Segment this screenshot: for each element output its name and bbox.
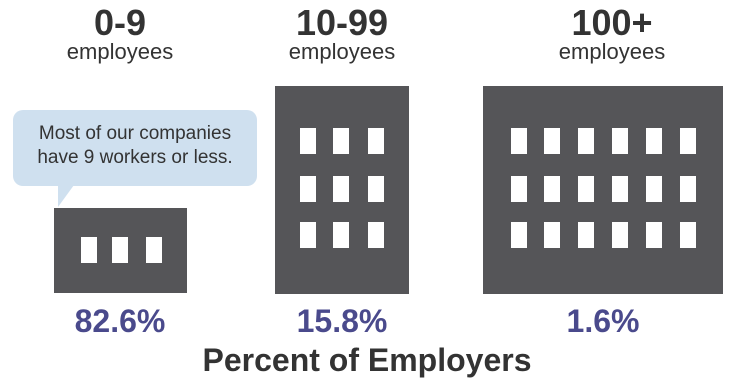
- percent-value: 1.6%: [566, 303, 640, 339]
- window: [146, 237, 162, 263]
- footer-title: Percent of Employers: [202, 342, 532, 378]
- window: [612, 128, 628, 154]
- window: [680, 176, 696, 202]
- window: [511, 222, 527, 248]
- range-label: 100+: [571, 2, 653, 43]
- callout-bubble: Most of our companies have 9 workers or …: [13, 110, 257, 186]
- window: [333, 222, 349, 248]
- unit-label: employees: [288, 39, 396, 64]
- building-small: [54, 208, 187, 293]
- group-100-plus-header: 100+ employees: [522, 2, 702, 64]
- callout-text: Most of our companies have 9 workers or …: [37, 123, 233, 168]
- window: [680, 222, 696, 248]
- window: [646, 176, 662, 202]
- window: [578, 222, 594, 248]
- window: [368, 128, 384, 154]
- window: [333, 128, 349, 154]
- window: [612, 222, 628, 248]
- window: [578, 176, 594, 202]
- group-0-9-header: 0-9 employees: [40, 2, 200, 64]
- callout-tail: [58, 185, 74, 207]
- window: [511, 176, 527, 202]
- building-large: [483, 86, 723, 294]
- window: [368, 176, 384, 202]
- window: [646, 128, 662, 154]
- percent-value: 82.6%: [74, 303, 166, 339]
- building-medium: [275, 86, 409, 294]
- range-label: 0-9: [93, 2, 147, 43]
- range-label: 10-99: [295, 2, 389, 43]
- window: [646, 222, 662, 248]
- window: [544, 222, 560, 248]
- window: [300, 176, 316, 202]
- window: [544, 128, 560, 154]
- window: [333, 176, 349, 202]
- window: [544, 176, 560, 202]
- group-10-99-header: 10-99 employees: [262, 2, 422, 64]
- window: [680, 128, 696, 154]
- window: [81, 237, 97, 263]
- window: [612, 176, 628, 202]
- window: [300, 128, 316, 154]
- unit-label: employees: [558, 39, 666, 64]
- window: [368, 222, 384, 248]
- window: [112, 237, 128, 263]
- window: [511, 128, 527, 154]
- window: [300, 222, 316, 248]
- unit-label: employees: [66, 39, 174, 64]
- window: [578, 128, 594, 154]
- percent-value: 15.8%: [296, 303, 388, 339]
